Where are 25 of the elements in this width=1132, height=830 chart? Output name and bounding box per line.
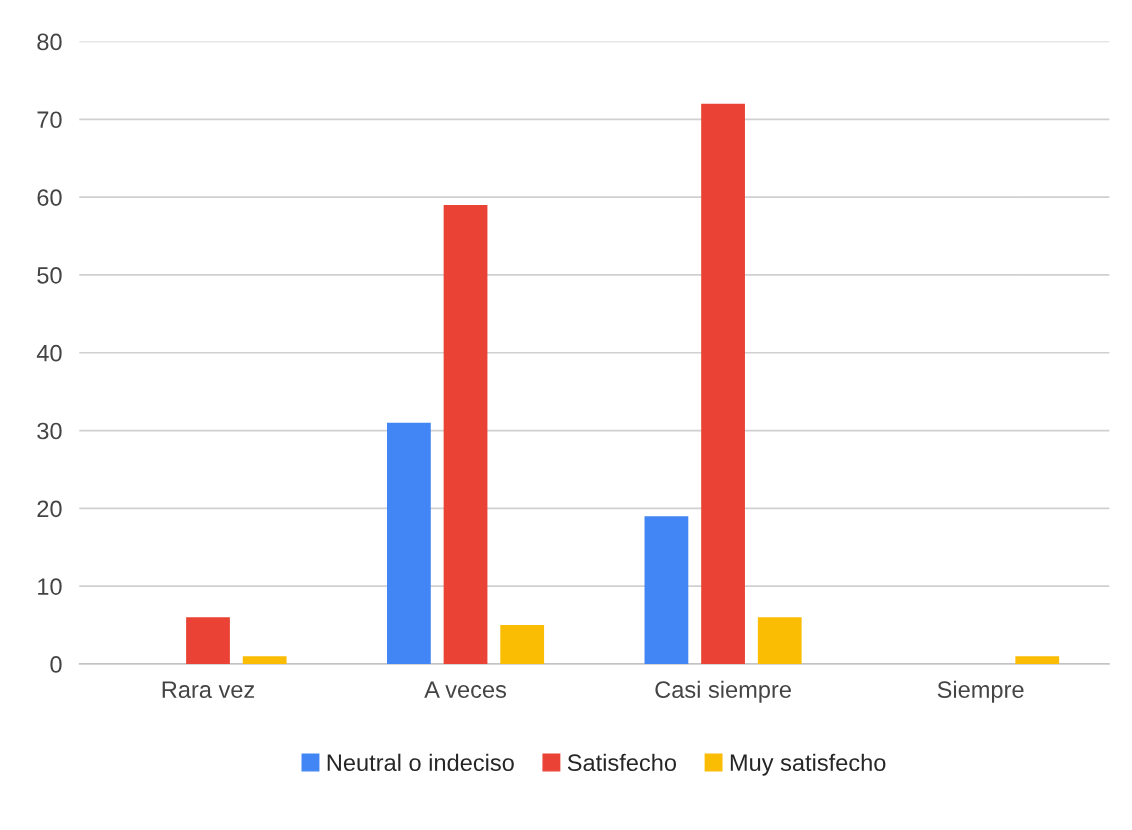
y-tick-label: 50 bbox=[37, 267, 62, 284]
y-tick-label: 70 bbox=[37, 111, 62, 129]
legend-label: Satisfecho bbox=[567, 753, 676, 772]
bar bbox=[500, 625, 545, 664]
y-tick-label: 80 bbox=[37, 33, 62, 51]
legend-label: Neutral o indeciso bbox=[327, 753, 514, 772]
bar bbox=[242, 656, 287, 664]
y-tick-label: 30 bbox=[37, 422, 62, 440]
y-tick-label: 20 bbox=[37, 500, 62, 518]
bar bbox=[443, 204, 488, 664]
y-tick-label: 60 bbox=[37, 189, 62, 206]
bar bbox=[757, 617, 802, 664]
y-tick-label: 40 bbox=[36, 344, 62, 362]
bar bbox=[1015, 656, 1060, 664]
bar bbox=[644, 516, 689, 664]
x-tick-label: Siempre bbox=[937, 680, 1024, 703]
x-tick-label: A veces bbox=[424, 681, 507, 699]
x-tick-label: Rara vez bbox=[162, 681, 255, 699]
y-tick-label: 0 bbox=[50, 656, 62, 673]
bar bbox=[186, 617, 230, 664]
bar bbox=[701, 103, 745, 664]
y-tick-label: 10 bbox=[38, 578, 62, 595]
x-tick-label: Casi siempre bbox=[655, 680, 791, 703]
legend-label: Muy satisfecho bbox=[730, 753, 886, 776]
bar bbox=[386, 422, 431, 664]
